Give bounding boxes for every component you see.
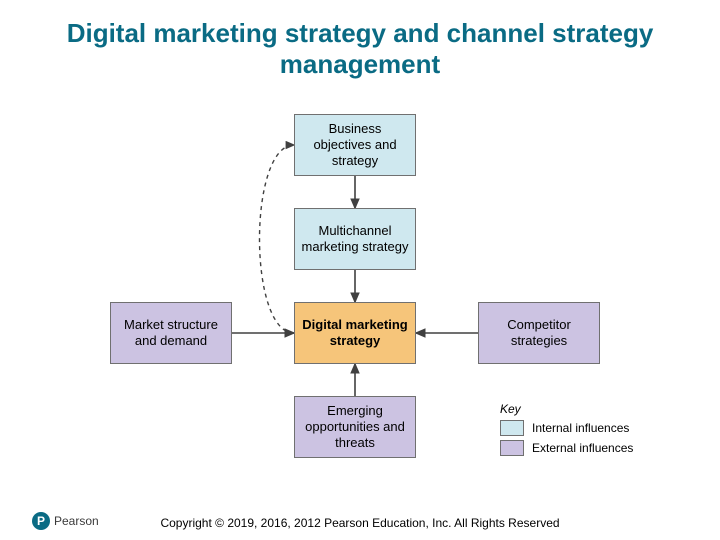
legend-item-0: Internal influences — [500, 420, 633, 436]
feedback-dashed-arrow — [260, 145, 295, 333]
node-digital: Digital marketing strategy — [294, 302, 416, 364]
legend-label-1: External influences — [532, 441, 633, 455]
node-competitor: Competitor strategies — [478, 302, 600, 364]
node-emerging: Emerging opportunities and threats — [294, 396, 416, 458]
page-title: Digital marketing strategy and channel s… — [40, 18, 680, 80]
node-business: Business objectives and strategy — [294, 114, 416, 176]
legend-item-1: External influences — [500, 440, 633, 456]
legend-swatch-0 — [500, 420, 524, 436]
diagram-area: Key Internal influences External influenc… — [0, 90, 720, 510]
copyright-text: Copyright © 2019, 2016, 2012 Pearson Edu… — [160, 516, 559, 530]
legend-label-0: Internal influences — [532, 421, 629, 435]
legend-swatch-1 — [500, 440, 524, 456]
node-multichannel: Multichannel marketing strategy — [294, 208, 416, 270]
node-market: Market structure and demand — [110, 302, 232, 364]
legend-title: Key — [500, 402, 633, 416]
legend: Key Internal influences External influenc… — [500, 402, 633, 456]
footer: Copyright © 2019, 2016, 2012 Pearson Edu… — [0, 516, 720, 530]
